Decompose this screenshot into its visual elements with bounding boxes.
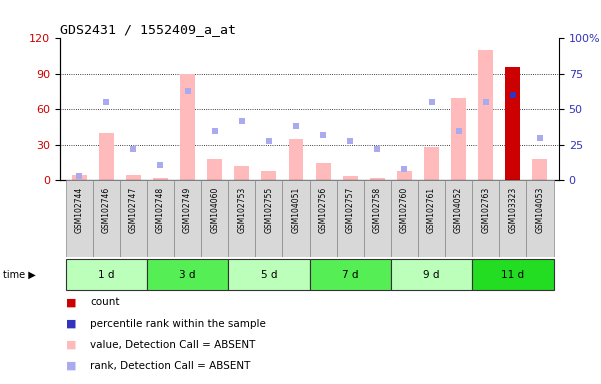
Text: 11 d: 11 d [501, 270, 525, 280]
Bar [478, 50, 493, 180]
Bar [228, 259, 310, 290]
Text: GSM104051: GSM104051 [291, 187, 300, 233]
Bar [337, 180, 364, 257]
Bar [391, 180, 418, 257]
Bar [445, 180, 472, 257]
Bar [99, 133, 114, 180]
Bar [261, 171, 276, 180]
Bar [397, 171, 412, 180]
Text: GSM104052: GSM104052 [454, 187, 463, 233]
Bar [343, 176, 358, 180]
Bar [147, 180, 174, 257]
Text: 9 d: 9 d [423, 270, 440, 280]
Bar [147, 259, 228, 290]
Text: GSM102760: GSM102760 [400, 187, 409, 233]
Bar [282, 180, 310, 257]
Text: ■: ■ [66, 318, 76, 329]
Bar [201, 180, 228, 257]
Text: ■: ■ [66, 297, 76, 308]
Text: 1 d: 1 d [98, 270, 114, 280]
Bar [364, 180, 391, 257]
Text: GDS2431 / 1552409_a_at: GDS2431 / 1552409_a_at [60, 23, 236, 36]
Text: GSM102756: GSM102756 [319, 187, 328, 233]
Text: value, Detection Call = ABSENT: value, Detection Call = ABSENT [90, 339, 255, 350]
Bar [391, 259, 472, 290]
Bar [370, 178, 385, 180]
Text: GSM102753: GSM102753 [237, 187, 246, 233]
Text: ■: ■ [66, 339, 76, 350]
Bar [174, 180, 201, 257]
Bar [418, 180, 445, 257]
Text: 7 d: 7 d [342, 270, 358, 280]
Bar [472, 180, 499, 257]
Text: GSM102755: GSM102755 [264, 187, 273, 233]
Bar [153, 178, 168, 180]
Text: GSM102744: GSM102744 [75, 187, 84, 233]
Bar [451, 98, 466, 180]
Text: GSM102747: GSM102747 [129, 187, 138, 233]
Bar [120, 180, 147, 257]
Bar [310, 180, 337, 257]
Text: GSM102748: GSM102748 [156, 187, 165, 233]
Text: GSM102761: GSM102761 [427, 187, 436, 233]
Text: percentile rank within the sample: percentile rank within the sample [90, 318, 266, 329]
Bar [228, 180, 255, 257]
Bar [472, 259, 554, 290]
Text: GSM102746: GSM102746 [102, 187, 111, 233]
Text: GSM104060: GSM104060 [210, 187, 219, 233]
Bar [316, 163, 331, 180]
Bar [288, 139, 304, 180]
Text: ■: ■ [66, 361, 76, 371]
Bar [310, 259, 391, 290]
Bar [499, 180, 526, 257]
Bar [255, 180, 282, 257]
Text: GSM102749: GSM102749 [183, 187, 192, 233]
Bar [126, 175, 141, 180]
Bar [505, 67, 520, 180]
Text: GSM102758: GSM102758 [373, 187, 382, 233]
Bar [180, 74, 195, 180]
Text: GSM102757: GSM102757 [346, 187, 355, 233]
Text: time ▶: time ▶ [3, 270, 35, 280]
Bar [234, 166, 249, 180]
Bar [66, 259, 147, 290]
Bar [424, 147, 439, 180]
Text: GSM103323: GSM103323 [508, 187, 517, 233]
Bar [207, 159, 222, 180]
Text: count: count [90, 297, 120, 308]
Text: 3 d: 3 d [179, 270, 196, 280]
Bar [532, 159, 548, 180]
Text: rank, Detection Call = ABSENT: rank, Detection Call = ABSENT [90, 361, 251, 371]
Text: 5 d: 5 d [261, 270, 277, 280]
Text: GSM104053: GSM104053 [535, 187, 545, 233]
Bar [93, 180, 120, 257]
Bar [72, 175, 87, 180]
Text: GSM102763: GSM102763 [481, 187, 490, 233]
Bar [66, 180, 93, 257]
Bar [526, 180, 554, 257]
